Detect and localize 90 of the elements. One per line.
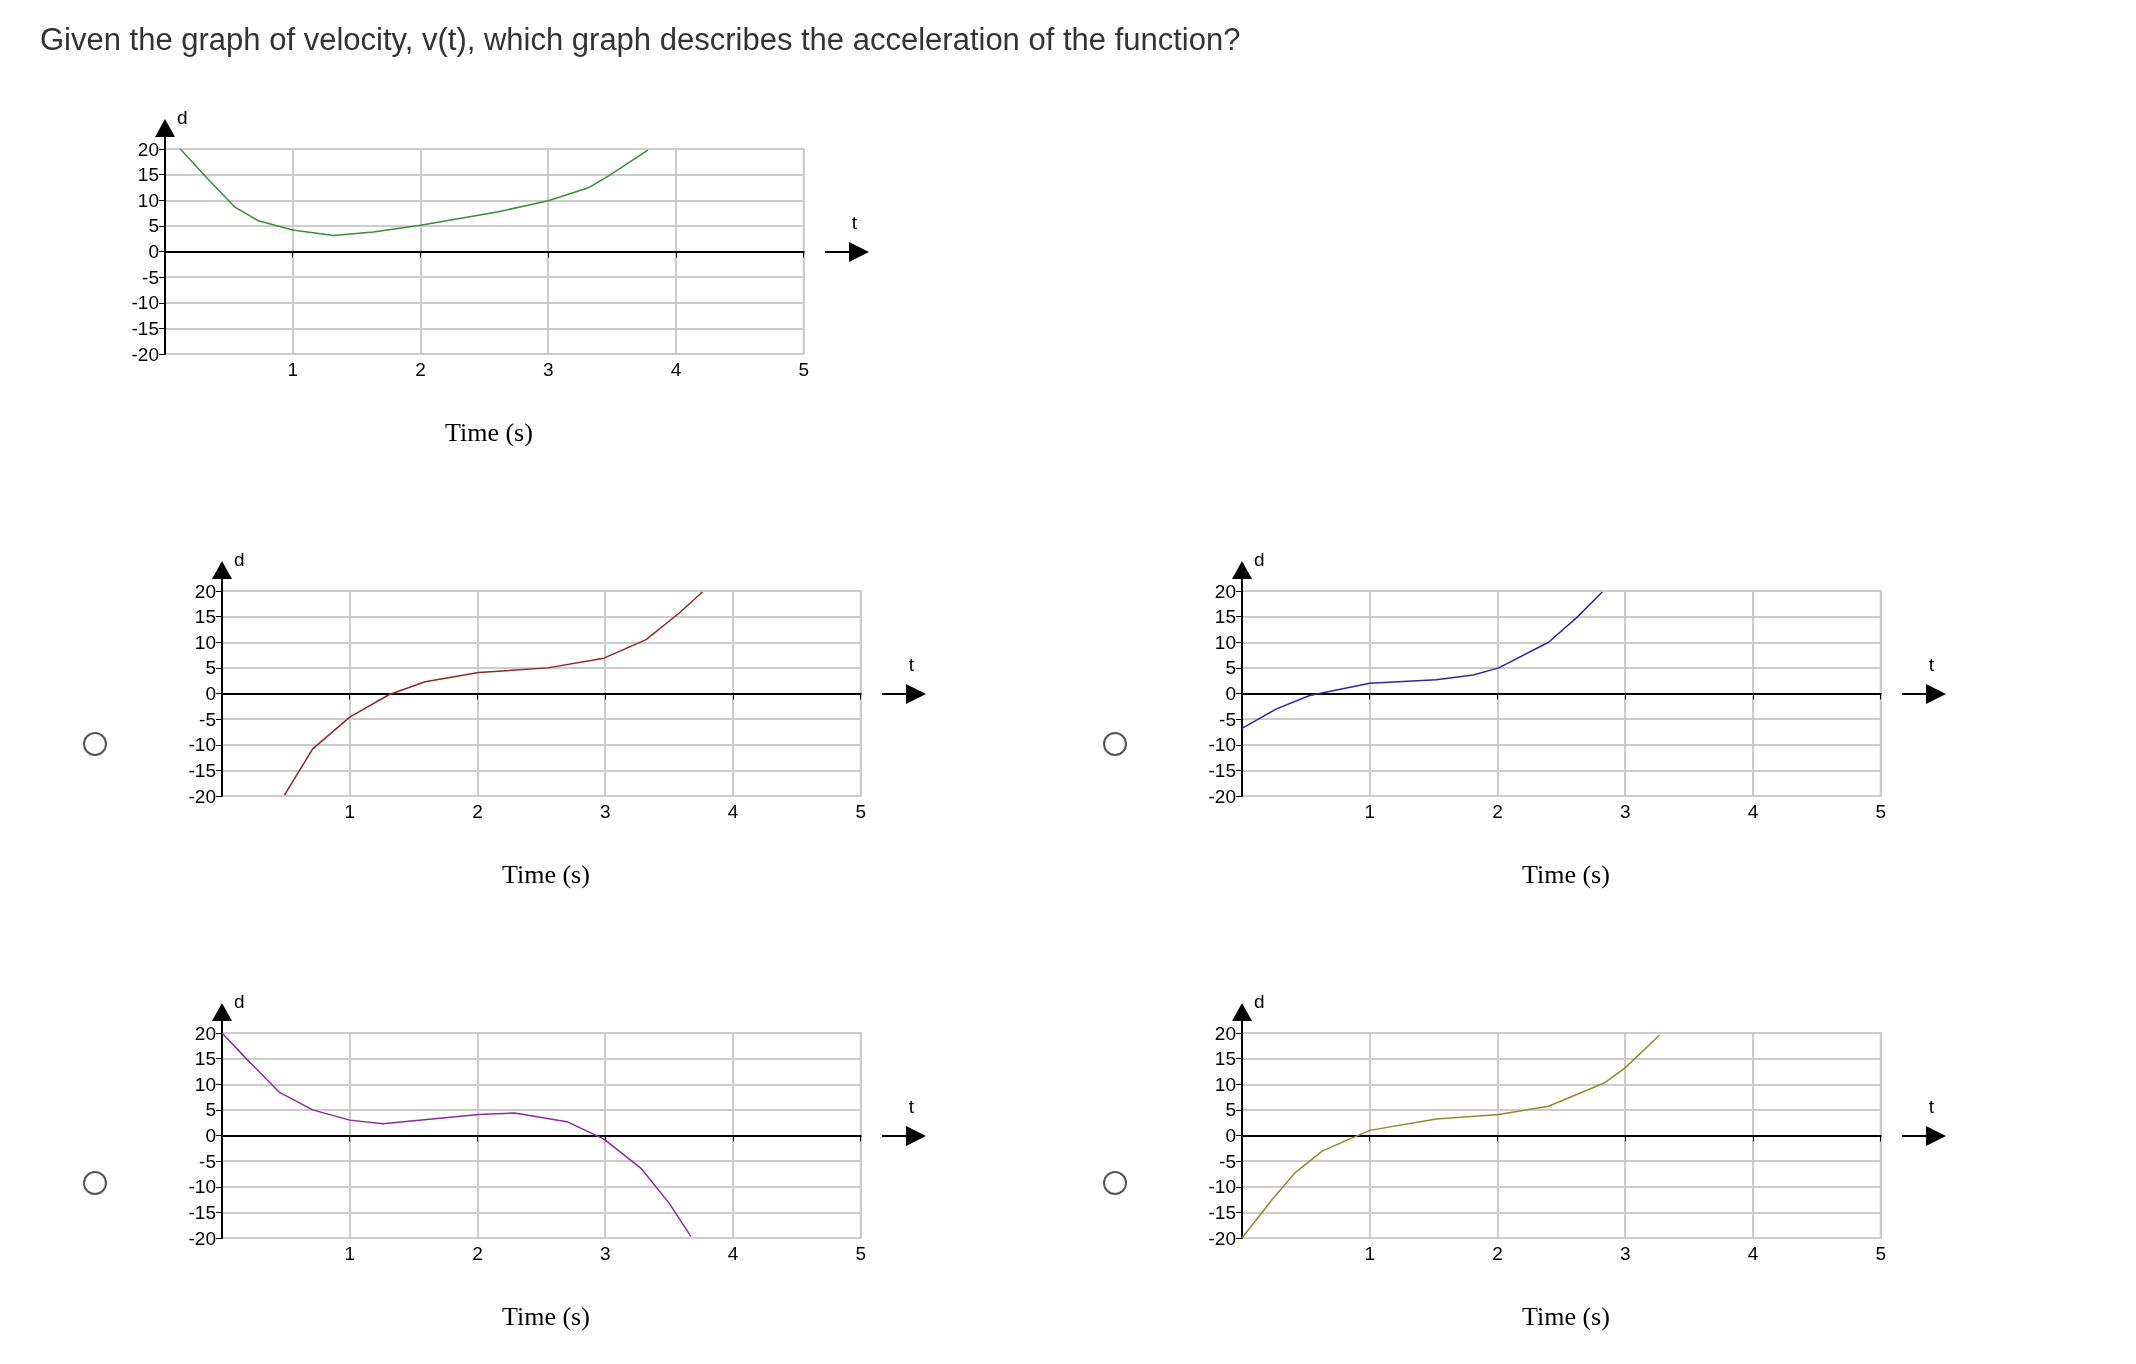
x-tick-label: 4: [727, 1243, 739, 1264]
x-axis-title: t: [1928, 653, 1935, 675]
y-tick-label: 0: [205, 683, 216, 704]
y-tick-label: -5: [142, 266, 159, 288]
y-tick-label: -15: [188, 759, 216, 781]
x-tick-label: 2: [1492, 1243, 1503, 1264]
text: Time (s): [502, 1301, 590, 1331]
y-tick-label: -10: [131, 292, 159, 314]
y-tick-label: 0: [1225, 1125, 1236, 1146]
y-tick-label: 5: [1225, 1099, 1236, 1121]
y-tick-label: 15: [194, 606, 216, 628]
x-tick-label: 1: [1364, 1243, 1376, 1264]
y-axis-title: d: [1254, 991, 1265, 1012]
y-tick-label: -5: [199, 1150, 216, 1172]
y-tick-label: 0: [1225, 683, 1236, 704]
text: Time (s): [445, 417, 533, 447]
chart-title: Given the graph of velocity, v(t), which graph describes the acceleration of the function?: [40, 22, 1241, 58]
y-tick-label: -15: [188, 1201, 216, 1223]
y-tick-label: -15: [1208, 759, 1236, 781]
x-tick-label: 4: [727, 801, 739, 822]
x-tick-label: 5: [1875, 801, 1887, 822]
x-tick-label: 1: [344, 801, 356, 822]
x-axis-title: t: [1928, 1095, 1935, 1117]
y-tick-label: -15: [1208, 1201, 1236, 1223]
y-tick-label: -20: [188, 1227, 216, 1249]
y-tick-label: -15: [131, 317, 159, 339]
y-tick-label: 5: [148, 215, 159, 237]
y-tick-label: 15: [194, 1048, 216, 1070]
y-axis-title: d: [177, 107, 188, 128]
text: Time (s): [1522, 1301, 1610, 1331]
y-tick-label: 20: [194, 580, 216, 602]
y-tick-label: 10: [194, 1073, 216, 1095]
y-tick-label: -20: [1208, 1227, 1236, 1249]
x-tick-label: 2: [1492, 801, 1503, 822]
x-tick-label: 5: [798, 359, 810, 380]
x-tick-label: 3: [542, 359, 554, 380]
x-tick-label: 3: [1619, 801, 1631, 822]
y-tick-label: 15: [1214, 1048, 1236, 1070]
y-tick-label: -20: [1208, 785, 1236, 807]
x-tick-label: 2: [415, 359, 426, 380]
y-tick-label: 0: [205, 1125, 216, 1146]
y-tick-label: 20: [1214, 580, 1236, 602]
y-tick-label: 5: [205, 1099, 216, 1121]
y-tick-label: 0: [148, 241, 159, 262]
x-tick-label: 1: [1364, 801, 1376, 822]
line-series: [1241, 591, 1603, 730]
x-tick-label: 3: [599, 1243, 611, 1264]
y-tick-label: 10: [194, 631, 216, 653]
line-series: [283, 591, 704, 796]
y-tick-label: -10: [188, 734, 216, 756]
y-tick-label: -10: [188, 1176, 216, 1198]
text: Time (s): [1522, 859, 1610, 889]
y-tick-label: 10: [137, 189, 159, 211]
x-tick-label: 5: [855, 1243, 867, 1264]
y-tick-label: 20: [137, 138, 159, 160]
y-tick-label: 5: [1225, 657, 1236, 679]
x-tick-label: 4: [1747, 801, 1759, 822]
x-tick-label: 2: [472, 801, 483, 822]
y-tick-label: -10: [1208, 734, 1236, 756]
x-tick-label: 4: [1747, 1243, 1759, 1264]
y-tick-label: 20: [194, 1022, 216, 1044]
y-tick-label: 10: [1214, 631, 1236, 653]
x-tick-label: 4: [670, 359, 682, 380]
y-tick-label: -10: [1208, 1176, 1236, 1198]
line-series: [1241, 1034, 1661, 1239]
x-tick-label: 3: [1619, 1243, 1631, 1264]
y-tick-label: -5: [1219, 1150, 1236, 1172]
y-axis-title: d: [1254, 549, 1265, 570]
x-tick-label: 5: [1875, 1243, 1887, 1264]
x-tick-label: 2: [472, 1243, 483, 1264]
y-tick-label: -5: [199, 708, 216, 730]
y-axis-title: d: [234, 549, 245, 570]
y-tick-label: 15: [1214, 606, 1236, 628]
y-tick-label: 10: [1214, 1073, 1236, 1095]
y-tick-label: -5: [1219, 708, 1236, 730]
x-tick-label: 3: [599, 801, 611, 822]
x-tick-label: 5: [855, 801, 867, 822]
y-axis-title: d: [234, 991, 245, 1012]
x-axis-title: t: [851, 211, 858, 233]
y-tick-label: -20: [188, 785, 216, 807]
y-tick-label: -20: [131, 343, 159, 365]
y-tick-label: 5: [205, 657, 216, 679]
y-tick-label: 20: [1214, 1022, 1236, 1044]
text: Time (s): [502, 859, 590, 889]
x-tick-label: 1: [287, 359, 299, 380]
x-axis-title: t: [908, 653, 915, 675]
x-axis-title: t: [908, 1095, 915, 1117]
line-series: [179, 148, 649, 237]
y-tick-label: 15: [137, 164, 159, 186]
x-tick-label: 1: [344, 1243, 356, 1264]
